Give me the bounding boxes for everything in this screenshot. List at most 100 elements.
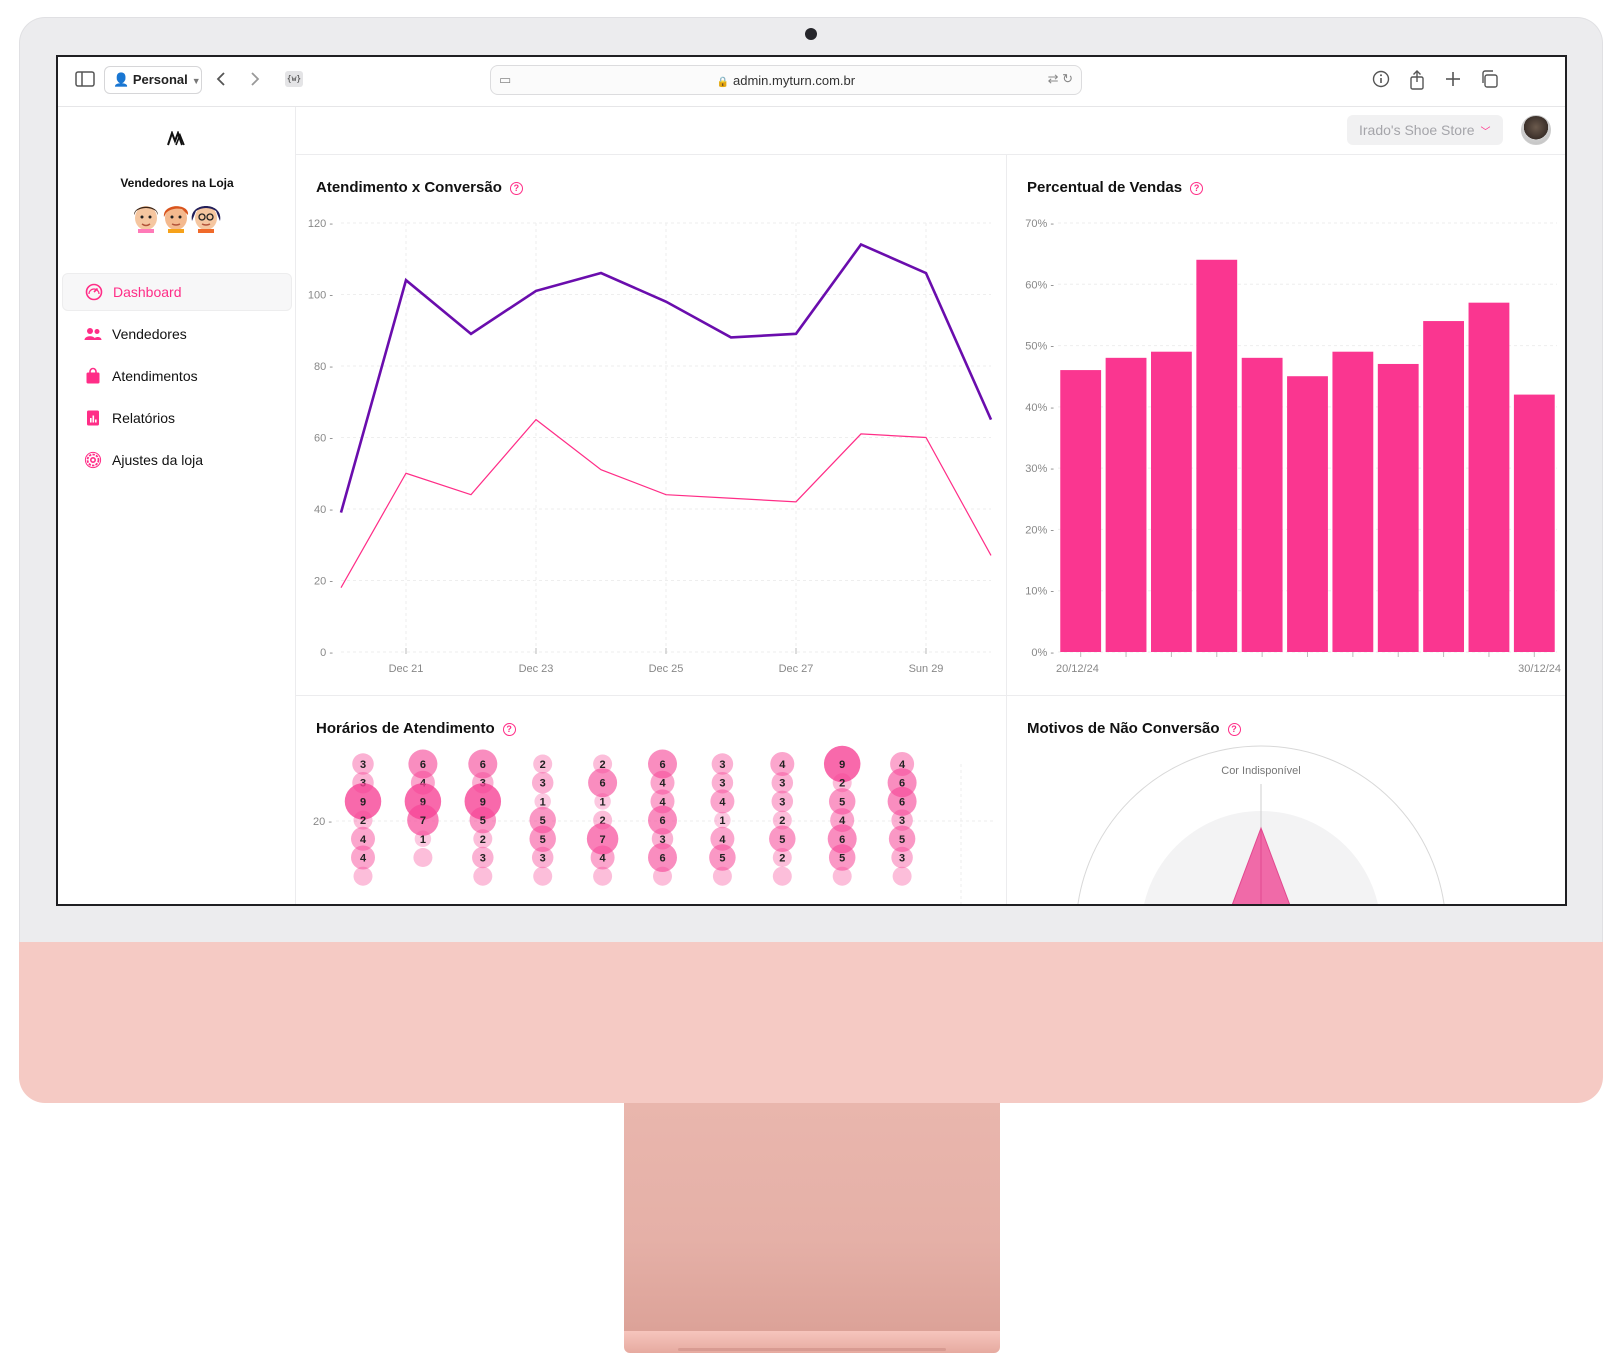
forward-icon[interactable] [244,70,266,92]
store-select[interactable]: Irado's Shoe Store ﹀ [1347,115,1503,145]
x-tick-label: Dec 27 [779,663,814,675]
series-line-conversion [340,418,992,588]
gear-icon [84,451,102,469]
bubble-label: 4 [360,834,367,846]
x-tick-label: Dec 23 [519,663,554,675]
bubble [891,809,913,831]
bubble [408,749,438,779]
app-logo[interactable] [166,130,186,152]
users-icon [84,328,102,340]
bubble [534,793,551,810]
monitor-stand [624,1103,1000,1331]
seller-avatar-3[interactable] [190,199,222,233]
bubble [590,845,615,870]
x-tick-label: 30/12/24 [1518,663,1561,675]
bubble-label: 5 [480,815,486,827]
bubble [712,866,732,886]
bubble [772,810,792,830]
translate-icon[interactable]: ⇄ ↻ [1047,71,1073,86]
page-menu-icon[interactable]: ▭ [499,72,512,87]
card-title: Motivos de Não Conversão? [1027,720,1241,737]
bubble-label: 3 [480,853,486,865]
bubble [352,753,374,775]
bubble [588,768,618,798]
bubble [771,790,794,813]
bubble [468,749,498,779]
tab-overview-icon[interactable] [1478,70,1500,92]
bubble [650,770,675,795]
bubble [891,846,913,869]
person-icon: 👤 [113,72,130,87]
help-icon[interactable]: ? [509,182,523,195]
bubble [472,846,494,869]
sidebar-item-relatorios[interactable]: Relatórios [62,399,292,437]
sidebar-nav: Dashboard Vendedores Atendimentos Relató… [58,273,296,483]
bubble-label: 3 [899,853,905,865]
back-icon[interactable] [210,70,232,92]
app-header: Irado's Shoe Store ﹀ [296,107,1565,155]
seller-avatar-2[interactable] [160,199,192,233]
y-tick-label: 30% - [1025,463,1054,475]
help-icon[interactable]: ? [1190,182,1204,195]
bubble-label: 4 [360,853,367,865]
bubble-label: 1 [600,796,606,808]
bubble-label: 2 [600,815,606,827]
bubble-label: 2 [600,759,606,771]
seller-avatar-1[interactable] [130,199,162,233]
bubble-label: 2 [779,853,785,865]
bar [1241,357,1283,652]
extension-icon[interactable]: {w} [285,71,303,87]
y-tick-label: 120 - [308,218,333,230]
bubble-label: 5 [540,815,546,827]
bubble [653,866,672,886]
sidebar-item-label: Atendimentos [112,368,198,384]
bubble-label: 5 [719,853,725,865]
sidebar-toggle-icon[interactable] [74,70,96,92]
info-icon[interactable] [1370,70,1392,92]
address-bar[interactable]: ▭ 🔒 admin.myturn.com.br ⇄ ↻ [490,65,1082,95]
share-icon[interactable] [1406,70,1428,92]
bubble [473,866,493,886]
seller-avatars [128,199,228,239]
card-title-text: Motivos de Não Conversão [1027,720,1220,737]
bubble-label: 9 [480,796,486,808]
sidebar-item-ajustes[interactable]: Ajustes da loja [62,441,292,479]
sidebar-item-vendedores[interactable]: Vendedores [62,315,292,353]
y-tick-label: 20 - [313,816,332,828]
bubble-label: 4 [719,796,726,808]
radar-ring [1077,745,1445,904]
bubble-label: 6 [839,834,845,846]
bubble [770,752,795,776]
bubble [710,826,735,851]
sidebar-item-atendimentos[interactable]: Atendimentos [62,357,292,395]
bubble-label: 5 [540,834,546,846]
bubble-label: 6 [659,815,665,827]
bubble-label: 3 [540,853,546,865]
profile-button[interactable]: 👤 Personal ▼ [104,66,202,94]
bubble [469,806,497,834]
user-avatar[interactable] [1521,115,1551,145]
bubble [771,771,794,794]
bubble [772,848,792,867]
bubble-label: 5 [779,834,785,846]
shopping-bag-icon [86,367,100,384]
attendance-line-chart: 0 - 20 - 40 - 60 - 80 - 100 - 120 - Dec 21 Dec 2… [308,218,993,675]
bubble-label: 7 [420,815,426,827]
monitor-chin [19,942,1603,1103]
card-title-text: Horários de Atendimento [316,720,495,737]
help-icon[interactable]: ? [502,723,516,736]
bubble-label: 2 [540,759,546,771]
sidebar-item-dashboard[interactable]: Dashboard [62,273,292,311]
help-icon[interactable]: ? [1227,723,1241,736]
chevron-down-icon: ﹀ [1480,127,1491,138]
bubble [593,866,613,886]
bubble-label: 4 [839,815,846,827]
bubble-label: 6 [659,853,665,865]
sidebar: Vendedores na Loja [58,107,296,904]
y-tick-label: 70% - [1025,218,1054,230]
card-title: Horários de Atendimento? [316,720,516,737]
non-conversion-reasons-card: Motivos de Não Conversão? Cor Indisponív… [1007,696,1565,904]
new-tab-icon[interactable] [1442,70,1464,92]
bubble [531,771,554,794]
team-title: Vendedores na Loja [120,176,234,190]
